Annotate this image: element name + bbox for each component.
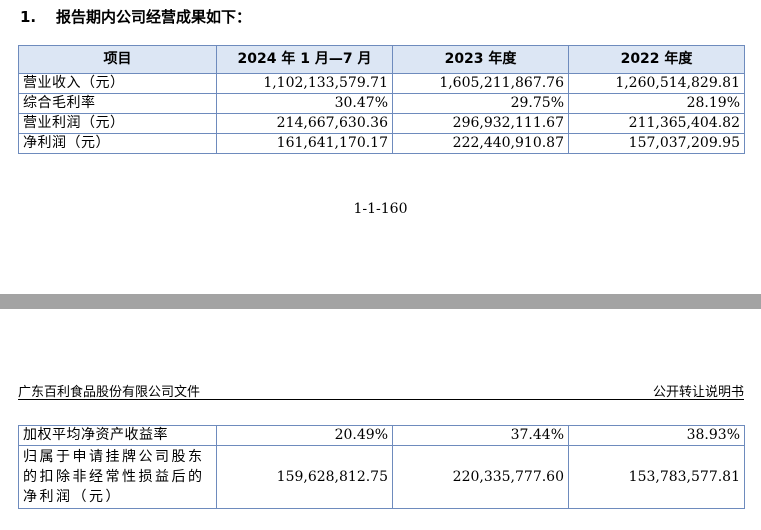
cell-value: 38.93%	[568, 425, 745, 446]
cell-value: 1,605,211,867.76	[392, 73, 569, 94]
cell-value: 30.47%	[216, 93, 393, 114]
row-label: 营业利润（元）	[18, 113, 217, 134]
cell-value: 20.49%	[216, 425, 393, 446]
cell-value: 157,037,209.95	[568, 133, 745, 154]
table-header-row: 项目 2024 年 1 月—7 月 2023 年度 2022 年度	[18, 45, 745, 74]
page-separator	[0, 294, 761, 309]
cell-value: 220,335,777.60	[392, 445, 569, 509]
header-2022: 2022 年度	[568, 45, 745, 74]
table-row: 净利润（元） 161,641,170.17 222,440,910.87 157…	[18, 133, 745, 154]
section-number: 1.	[20, 8, 37, 26]
row-label: 加权平均净资产收益率	[18, 425, 217, 446]
cell-value: 29.75%	[392, 93, 569, 114]
row-label: 营业收入（元）	[18, 73, 217, 94]
operating-results-table: 项目 2024 年 1 月—7 月 2023 年度 2022 年度 营业收入（元…	[18, 45, 745, 154]
table-row: 综合毛利率 30.47% 29.75% 28.19%	[18, 93, 745, 114]
row-label: 归属于申请挂牌公司股东的扣除非经常性损益后的净利润（元）	[18, 445, 217, 509]
cell-value: 214,667,630.36	[216, 113, 393, 134]
operating-results-table-continued: 加权平均净资产收益率 20.49% 37.44% 38.93% 归属于申请挂牌公…	[18, 425, 745, 509]
header-2024: 2024 年 1 月—7 月	[216, 45, 393, 74]
header-item: 项目	[18, 45, 217, 74]
document-header: 广东百利食品股份有限公司文件 公开转让说明书	[18, 379, 744, 400]
table-row: 加权平均净资产收益率 20.49% 37.44% 38.93%	[18, 425, 745, 446]
cell-value: 28.19%	[568, 93, 745, 114]
table-row: 营业收入（元） 1,102,133,579.71 1,605,211,867.7…	[18, 73, 745, 94]
table-row: 营业利润（元） 214,667,630.36 296,932,111.67 21…	[18, 113, 745, 134]
cell-value: 1,102,133,579.71	[216, 73, 393, 94]
section-heading: 1. 报告期内公司经营成果如下：	[20, 6, 251, 27]
cell-value: 296,932,111.67	[392, 113, 569, 134]
section-title: 报告期内公司经营成果如下：	[56, 8, 252, 26]
company-document-label: 广东百利食品股份有限公司文件	[18, 385, 201, 400]
cell-value: 211,365,404.82	[568, 113, 745, 134]
cell-value: 159,628,812.75	[216, 445, 393, 509]
cell-value: 153,783,577.81	[568, 445, 745, 509]
table-row: 归属于申请挂牌公司股东的扣除非经常性损益后的净利润（元） 159,628,812…	[18, 445, 745, 509]
page-number: 1-1-160	[353, 201, 408, 217]
row-label: 综合毛利率	[18, 93, 217, 114]
header-2023: 2023 年度	[392, 45, 569, 74]
cell-value: 1,260,514,829.81	[568, 73, 745, 94]
document-type-label: 公开转让说明书	[652, 385, 744, 400]
cell-value: 161,641,170.17	[216, 133, 393, 154]
row-label: 净利润（元）	[18, 133, 217, 154]
cell-value: 222,440,910.87	[392, 133, 569, 154]
cell-value: 37.44%	[392, 425, 569, 446]
